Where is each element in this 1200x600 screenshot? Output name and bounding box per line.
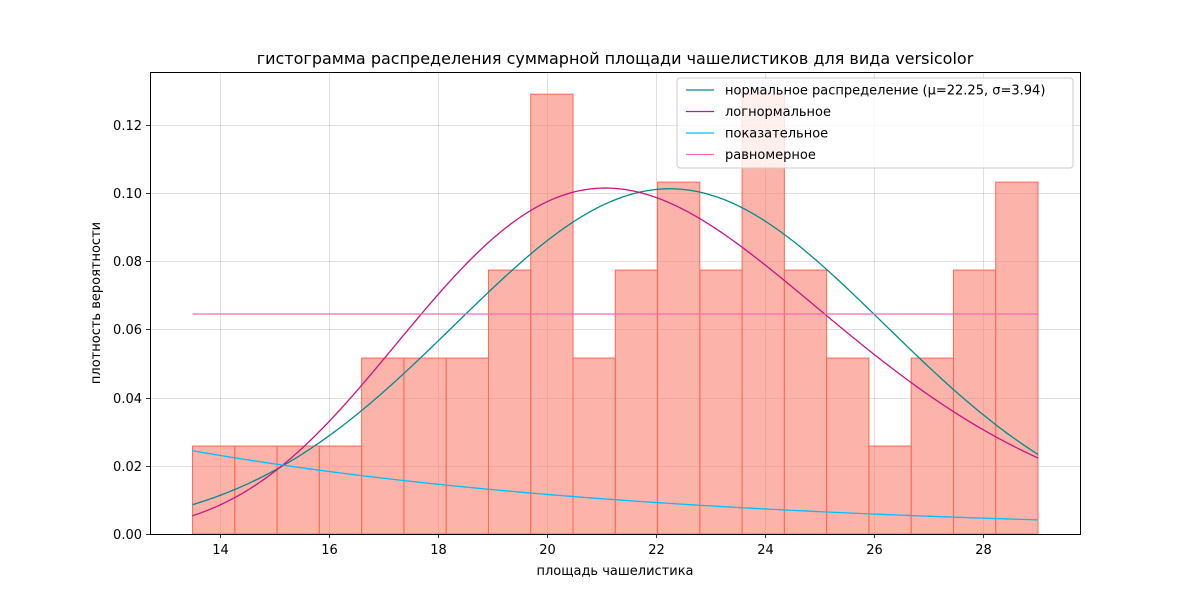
y-tick-label: 0.06 [113, 323, 142, 338]
x-tick-label: 16 [321, 543, 338, 558]
x-tick-label: 24 [757, 543, 774, 558]
x-tick-label: 26 [866, 543, 883, 558]
y-tick-label: 0.12 [113, 119, 142, 134]
legend-entry: показательное [725, 127, 828, 142]
x-tick-label: 18 [430, 543, 447, 558]
legend-entry: логнормальное [725, 105, 831, 120]
histogram-bar [868, 445, 912, 535]
legend: нормальное распределение (μ=22.25, σ=3.9… [676, 77, 1074, 169]
y-axis-ticks: 0.00 0.02 0.04 0.06 0.08 0.10 0.12 [113, 119, 150, 543]
histogram-bar [657, 181, 701, 535]
curve-exponential [192, 450, 1039, 521]
distribution-curves [192, 187, 1039, 521]
histogram-bar [699, 269, 743, 535]
histogram-bar [276, 445, 320, 535]
histogram-bar [826, 357, 870, 535]
histogram-bar [572, 357, 616, 535]
legend-box [676, 77, 1074, 169]
y-tick-label: 0.00 [113, 528, 142, 543]
histogram-bar [614, 269, 659, 535]
x-axis-ticks: 14 16 18 20 22 24 26 28 [212, 534, 992, 558]
x-tick-label: 14 [212, 543, 229, 558]
x-tick-label: 20 [539, 543, 556, 558]
x-tick-label: 22 [648, 543, 665, 558]
axes-frame [150, 72, 1081, 535]
x-axis-label: площадь чашелистика [536, 564, 693, 579]
legend-entry: равномерное [725, 148, 816, 163]
histogram-bar [403, 357, 447, 535]
y-tick-label: 0.08 [113, 255, 142, 270]
curve-normal [192, 188, 1039, 506]
histogram-bar [445, 357, 489, 535]
y-tick-label: 0.10 [113, 187, 142, 202]
y-tick-label: 0.04 [113, 392, 142, 407]
chart-title: гистограмма распределения суммарной площ… [257, 49, 974, 68]
histogram-bar [487, 269, 532, 535]
y-tick-label: 0.02 [113, 460, 142, 475]
legend-entry: нормальное распределение (μ=22.25, σ=3.9… [725, 84, 1045, 99]
histogram-bar [995, 181, 1039, 535]
histogram-bar [318, 445, 363, 535]
curve-lognormal [192, 187, 1039, 517]
histogram-bar [361, 357, 405, 535]
histogram-bar [192, 445, 236, 535]
x-tick-label: 28 [975, 543, 992, 558]
y-axis-label: плотность вероятности [89, 222, 104, 384]
histogram-bar [952, 269, 997, 535]
